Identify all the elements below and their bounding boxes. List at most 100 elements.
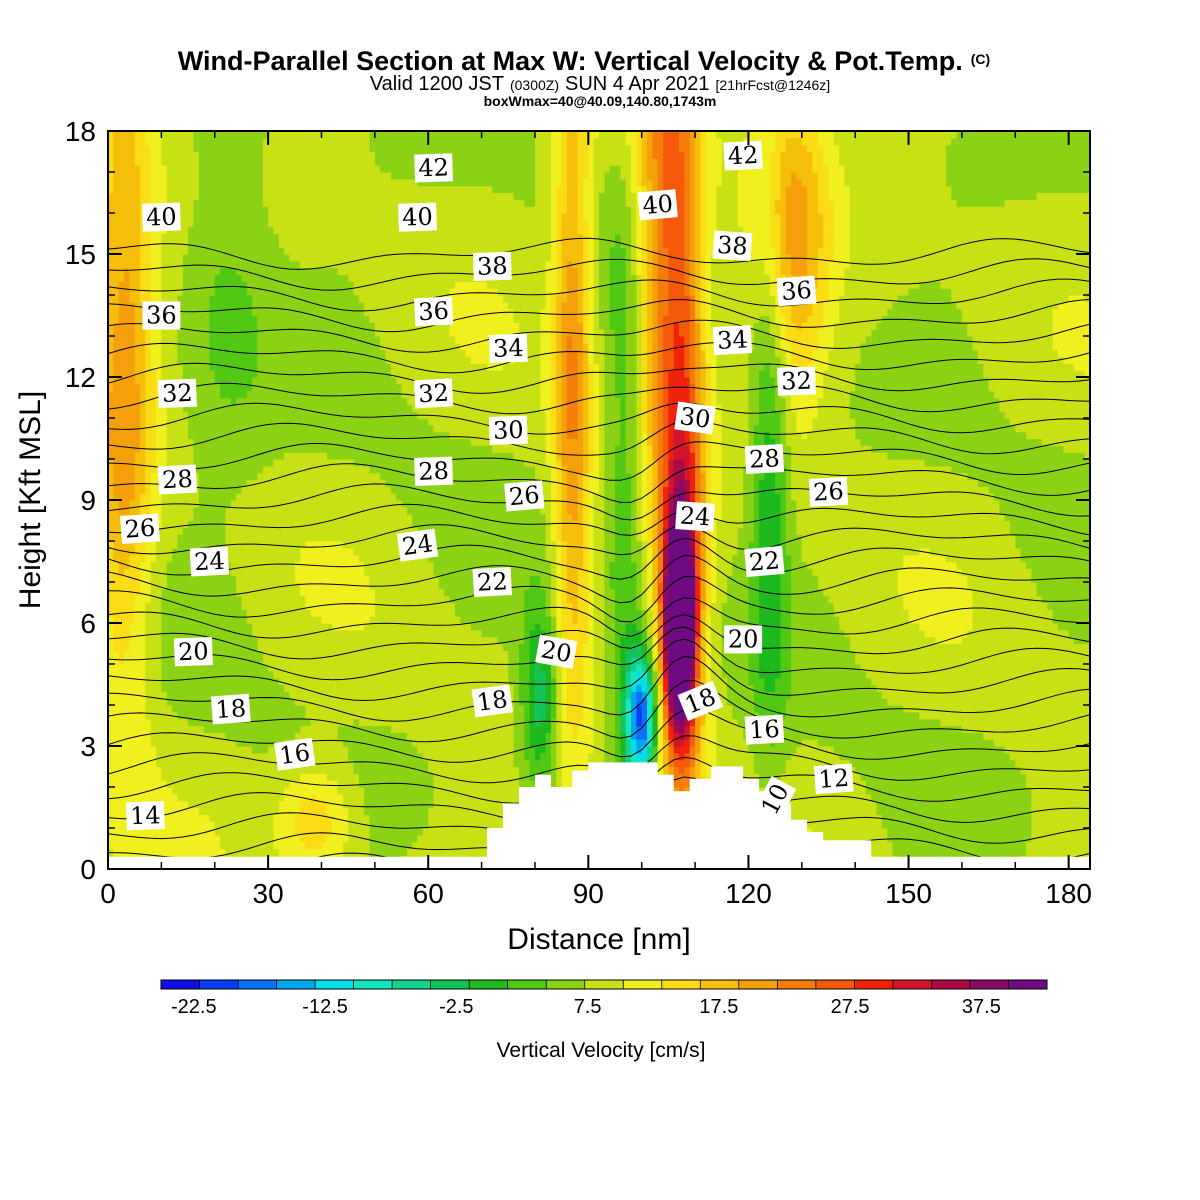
velocity-cell	[305, 165, 312, 173]
velocity-cell	[273, 732, 280, 740]
velocity-cell	[246, 411, 253, 419]
velocity-cell	[310, 322, 317, 330]
velocity-cell	[316, 814, 323, 822]
velocity-cell	[305, 459, 312, 467]
velocity-cell	[252, 759, 259, 768]
velocity-cell	[246, 233, 253, 241]
velocity-cell	[225, 404, 232, 412]
velocity-cell	[129, 438, 136, 446]
velocity-cell	[305, 233, 312, 241]
velocity-cell	[284, 418, 291, 426]
velocity-cell	[337, 595, 344, 604]
velocity-cell	[300, 288, 307, 296]
velocity-cell	[268, 657, 275, 665]
velocity-cell	[316, 288, 323, 296]
velocity-cell	[230, 322, 237, 330]
velocity-cell	[220, 459, 227, 467]
velocity-cell	[246, 718, 253, 727]
velocity-cell	[300, 322, 307, 330]
velocity-cell	[321, 807, 328, 815]
velocity-cell	[241, 131, 248, 139]
velocity-cell	[209, 834, 216, 843]
velocity-cell	[118, 561, 125, 569]
velocity-cell	[321, 411, 328, 419]
velocity-cell	[332, 281, 339, 289]
velocity-cell	[273, 841, 280, 850]
velocity-cell	[118, 711, 125, 720]
velocity-cell	[310, 554, 317, 563]
velocity-cell	[220, 623, 227, 631]
velocity-cell	[129, 746, 136, 754]
velocity-cell	[326, 267, 333, 276]
velocity-cell	[305, 240, 312, 248]
velocity-cell	[262, 418, 269, 426]
velocity-cell	[300, 568, 307, 576]
velocity-cell	[230, 554, 237, 563]
velocity-cell	[348, 465, 355, 474]
velocity-cell	[326, 199, 333, 207]
velocity-cell	[241, 178, 248, 187]
velocity-cell	[166, 595, 173, 604]
velocity-cell	[257, 301, 264, 310]
velocity-cell	[236, 500, 243, 508]
velocity-cell	[198, 452, 205, 460]
velocity-cell	[188, 841, 194, 850]
velocity-cell	[177, 172, 184, 180]
velocity-cell	[108, 616, 114, 624]
velocity-cell	[182, 534, 189, 542]
velocity-cell	[134, 397, 141, 405]
velocity-cell	[289, 295, 296, 303]
velocity-cell	[225, 780, 232, 788]
velocity-cell	[278, 623, 285, 631]
velocity-cell	[342, 752, 349, 761]
velocity-cell	[337, 165, 344, 173]
velocity-cell	[134, 500, 141, 508]
velocity-cell	[353, 814, 360, 822]
velocity-cell	[118, 582, 125, 590]
velocity-cell	[284, 438, 291, 446]
velocity-cell	[273, 472, 280, 481]
velocity-cell	[108, 650, 114, 658]
velocity-cell	[262, 534, 269, 542]
velocity-cell	[134, 445, 141, 453]
velocity-cell	[241, 254, 248, 262]
velocity-cell	[305, 438, 312, 446]
velocity-cell	[140, 288, 146, 296]
velocity-cell	[129, 213, 136, 221]
velocity-cell	[193, 438, 200, 446]
velocity-cell	[182, 821, 189, 829]
velocity-cell	[337, 780, 344, 788]
velocity-cell	[108, 520, 114, 528]
velocity-cell	[257, 465, 264, 474]
velocity-cell	[332, 684, 339, 692]
velocity-cell	[108, 595, 114, 604]
velocity-cell	[124, 616, 130, 624]
velocity-cell	[230, 199, 237, 207]
velocity-cell	[326, 472, 333, 481]
velocity-cell	[129, 848, 136, 856]
velocity-cell	[332, 828, 339, 836]
velocity-cell	[326, 486, 333, 494]
velocity-cell	[278, 766, 285, 774]
velocity-cell	[257, 691, 264, 699]
velocity-cell	[294, 698, 301, 706]
velocity-cell	[300, 206, 307, 214]
velocity-cell	[273, 793, 280, 802]
velocity-cell	[278, 438, 285, 446]
velocity-cell	[113, 329, 120, 337]
velocity-cell	[342, 500, 349, 508]
velocity-cell	[145, 472, 152, 481]
velocity-cell	[268, 780, 275, 788]
velocity-cell	[134, 493, 141, 501]
velocity-cell	[193, 759, 200, 768]
velocity-cell	[278, 288, 285, 296]
velocity-cell	[182, 349, 189, 358]
velocity-cell	[348, 705, 355, 713]
velocity-cell	[278, 582, 285, 590]
velocity-cell	[182, 452, 189, 460]
velocity-cell	[268, 178, 275, 187]
velocity-cell	[118, 787, 125, 795]
velocity-cell	[241, 219, 248, 228]
velocity-cell	[348, 486, 355, 494]
velocity-cell	[252, 459, 259, 467]
